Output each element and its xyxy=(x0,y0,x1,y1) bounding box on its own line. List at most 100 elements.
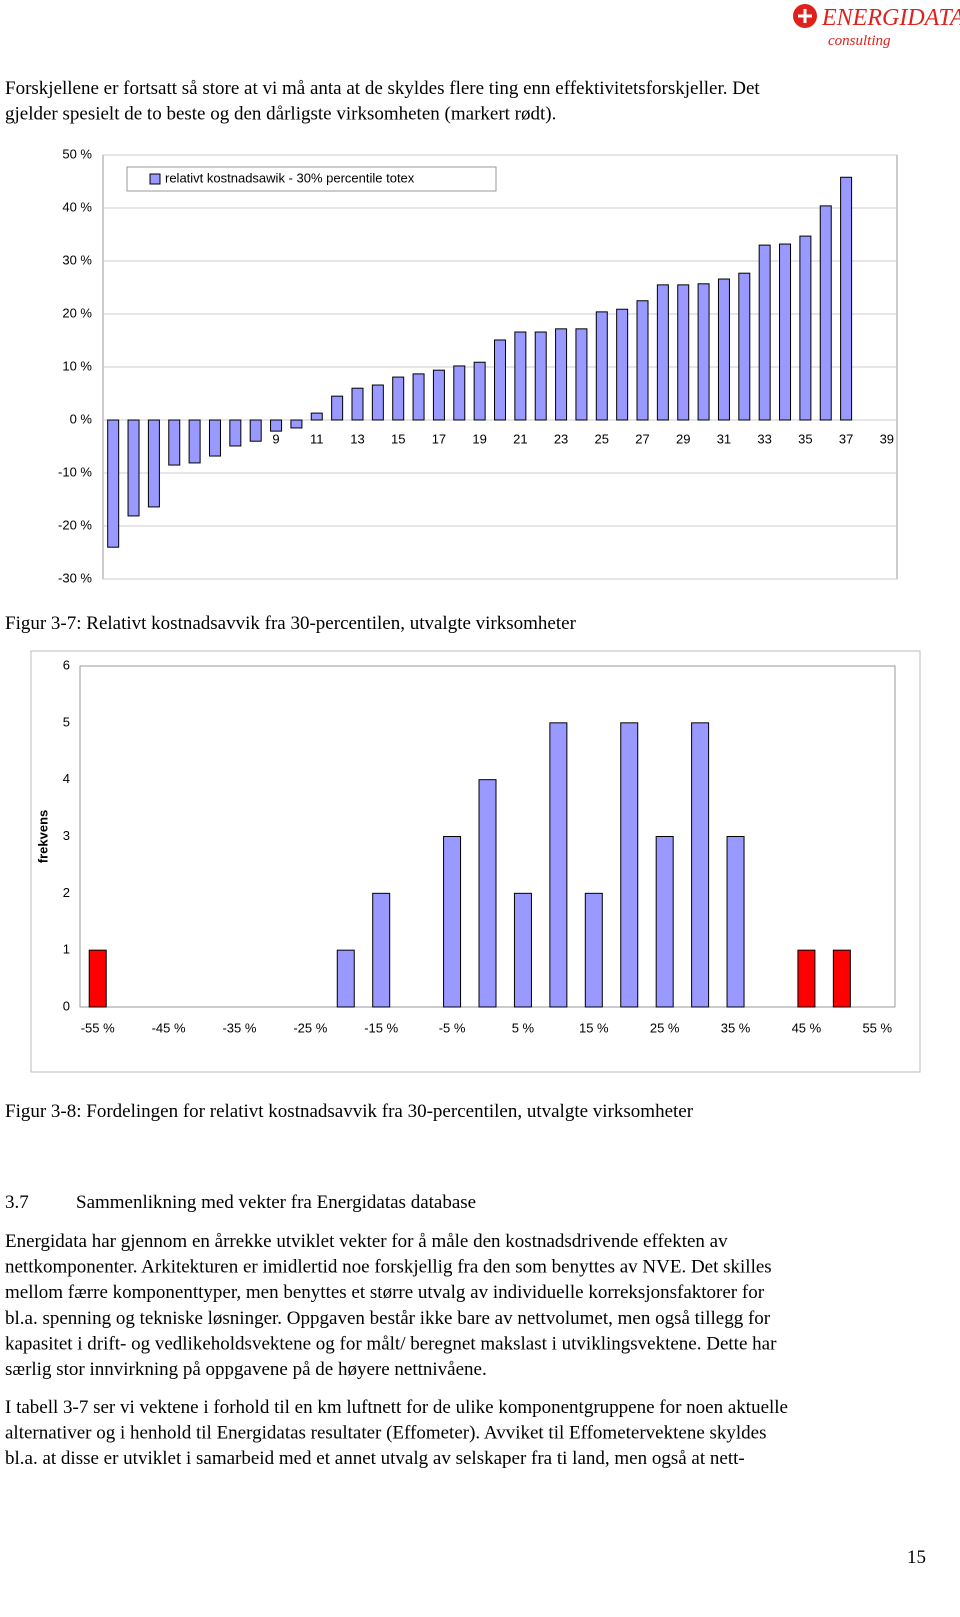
bar xyxy=(478,779,497,1008)
x-tick-label: -15 % xyxy=(364,1020,398,1035)
x-tick-label: 23 xyxy=(554,431,568,446)
x-tick-label: -45 % xyxy=(152,1020,186,1035)
x-tick-label: 15 xyxy=(391,431,405,446)
bar xyxy=(443,836,462,1008)
legend-box xyxy=(126,166,497,192)
bar xyxy=(336,949,355,1008)
x-tick-label: 17 xyxy=(432,431,446,446)
paragraph-line: alternativer og i henhold til Energidata… xyxy=(5,1423,767,1444)
bar xyxy=(655,836,674,1008)
bar xyxy=(453,365,466,421)
x-tick-label: 55 % xyxy=(862,1020,892,1035)
bar xyxy=(412,373,425,421)
paragraph-line: I tabell 3-7 ser vi vektene i forhold ti… xyxy=(5,1397,788,1418)
paragraph-line: kapasitet i drift- og vedlikeholdsvekten… xyxy=(5,1333,777,1354)
bar xyxy=(779,243,792,421)
bar xyxy=(188,419,201,464)
bar xyxy=(310,412,323,421)
y-tick-label: 4 xyxy=(63,771,70,786)
bar xyxy=(697,283,710,421)
paragraph-line: bl.a. spenning og tekniske løsninger. Op… xyxy=(5,1308,771,1329)
bar xyxy=(840,176,853,421)
x-tick-label: 45 % xyxy=(792,1020,822,1035)
bar xyxy=(636,300,649,421)
bar xyxy=(620,722,639,1008)
bar xyxy=(656,284,669,421)
bar xyxy=(249,419,262,442)
x-tick-label: -35 % xyxy=(222,1020,256,1035)
x-tick-label: 25 % xyxy=(650,1020,680,1035)
y-tick-label: 1 xyxy=(63,942,70,957)
bar xyxy=(351,387,364,421)
x-tick-label: 19 xyxy=(472,431,486,446)
y-tick-label: -20 % xyxy=(58,517,92,532)
x-tick-label: 15 % xyxy=(579,1020,609,1035)
bar xyxy=(534,331,547,421)
bar xyxy=(584,892,603,1008)
x-tick-label: 29 xyxy=(676,431,690,446)
paragraph-line: bl.a. at disse er utviklet i samarbeid m… xyxy=(5,1448,745,1469)
figure-caption: Figur 3-7: Relativt kostnadsavvik fra 30… xyxy=(5,613,577,634)
y-tick-label: 5 xyxy=(63,714,70,729)
x-tick-label: 27 xyxy=(635,431,649,446)
paragraph-line: gjelder spesielt de to beste og den dårl… xyxy=(5,104,556,125)
y-tick-label: 3 xyxy=(63,828,70,843)
logo-text: ENERGIDATA xyxy=(821,5,960,31)
y-tick-label: 40 % xyxy=(62,199,92,214)
y-tick-label: 10 % xyxy=(62,358,92,373)
bar xyxy=(147,419,160,508)
x-tick-label: 9 xyxy=(272,431,279,446)
bar xyxy=(797,949,816,1008)
chart-frame xyxy=(30,650,921,1073)
paragraph-line: mellom færre komponenttyper, men benytte… xyxy=(5,1282,765,1303)
x-tick-label: 11 xyxy=(310,431,324,446)
bar xyxy=(392,376,405,421)
page-number: 15 xyxy=(907,1547,926,1568)
x-tick-label: 37 xyxy=(839,431,853,446)
bar xyxy=(595,311,608,421)
x-tick-label: 25 xyxy=(595,431,609,446)
bar xyxy=(290,419,303,429)
bar xyxy=(677,284,690,421)
bar xyxy=(432,369,445,421)
y-tick-label: -10 % xyxy=(58,464,92,479)
x-tick-label: -5 % xyxy=(439,1020,466,1035)
bar xyxy=(331,395,344,421)
section-title: Sammenlikning med vekter fra Energidatas… xyxy=(76,1192,476,1213)
bar xyxy=(88,949,107,1008)
bar xyxy=(229,419,242,447)
bar xyxy=(473,361,486,421)
y-tick-label: -30 % xyxy=(58,570,92,585)
figure-caption: Figur 3-8: Fordelingen for relativt kost… xyxy=(5,1101,694,1122)
bar xyxy=(208,419,221,457)
paragraph-line: særlig stor innvirkning på oppgavene på … xyxy=(5,1359,487,1380)
legend-swatch xyxy=(149,173,161,185)
bar xyxy=(555,328,568,421)
logo-icon-mark xyxy=(798,9,812,23)
bar xyxy=(832,949,851,1008)
logo-subtext: consulting xyxy=(828,33,891,49)
y-tick-label: 6 xyxy=(63,657,70,672)
bar xyxy=(819,205,832,421)
bar xyxy=(127,419,140,517)
bar xyxy=(799,235,812,421)
bar xyxy=(372,892,391,1008)
x-tick-label: 33 xyxy=(757,431,771,446)
x-tick-label: -55 % xyxy=(81,1020,115,1035)
bar xyxy=(514,331,527,421)
x-tick-label: 13 xyxy=(350,431,364,446)
bar xyxy=(691,722,710,1008)
y-axis-label: frekvens xyxy=(35,810,50,863)
x-tick-label: 35 xyxy=(798,431,812,446)
bar xyxy=(575,328,588,421)
y-tick-label: 0 % xyxy=(70,411,93,426)
bar xyxy=(549,722,568,1008)
bar xyxy=(717,278,730,421)
bar xyxy=(738,272,751,421)
x-tick-label: 31 xyxy=(717,431,731,446)
y-tick-label: 50 % xyxy=(62,146,92,161)
y-tick-label: 0 xyxy=(63,998,70,1013)
paragraph-line: Energidata har gjennom en årrekke utvikl… xyxy=(5,1231,728,1252)
bar xyxy=(371,384,384,421)
bar xyxy=(107,419,120,548)
